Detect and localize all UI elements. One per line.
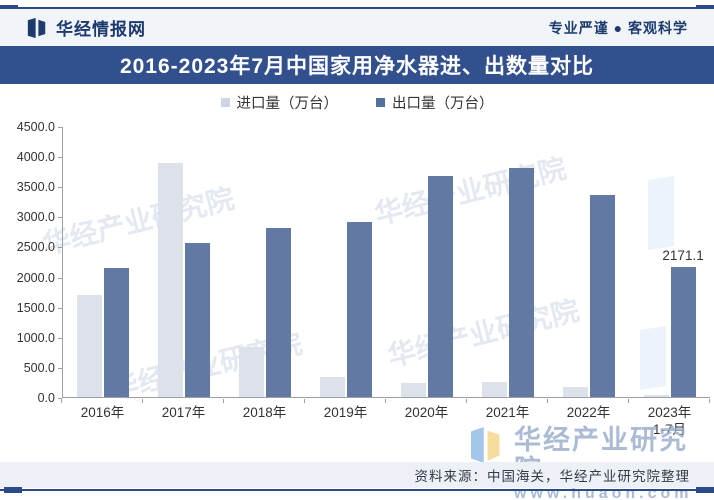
site-slogan: 专业严谨 ● 客观科学 [548, 19, 688, 36]
x-axis-label-2016年: 2016年 [80, 405, 125, 420]
data-source-text: 资料来源：中国海关，华经产业研究院整理 [414, 469, 690, 484]
y-tick-label: 2500.0 [16, 240, 55, 255]
y-tick-label: 4500.0 [16, 120, 55, 134]
x-tick-mark [709, 399, 710, 403]
legend-swatch [220, 98, 230, 107]
y-tick-label: 500.0 [23, 360, 55, 375]
bar-group-2018年 [225, 127, 306, 397]
y-tick-mark [58, 307, 62, 309]
x-tick-mark [385, 399, 386, 403]
header-bar: 华经情报网 专业严谨 ● 客观科学 [0, 9, 714, 46]
x-tick-mark [142, 399, 143, 403]
bar-export-2016年 [104, 268, 130, 397]
bar-export-2020年 [427, 175, 453, 397]
x-tick-mark [547, 399, 548, 403]
bar-import-2021年 [481, 382, 507, 397]
chart-title: 2016-2023年7月中国家用净水器进、出数量对比 [119, 55, 595, 78]
y-tick-label: 1500.0 [16, 300, 55, 315]
y-tick-mark [58, 398, 62, 399]
x-tick-mark [628, 399, 629, 403]
x-axis-labels: 2016年 2017年 2018年 2019年 2020年 2021年 2022年 2023年… [62, 404, 710, 438]
bar-import-2016年 [77, 295, 103, 397]
y-tick-label: 4000.0 [16, 150, 55, 165]
y-tick-mark [58, 127, 62, 128]
y-tick-label: 3500.0 [16, 180, 55, 195]
y-axis-labels: 4500.0 4000.0 3500.0 3000.0 2500.0 2000.0 1500… [0, 120, 55, 405]
y-tick-label: 1000.0 [16, 330, 55, 345]
x-axis-ticks [61, 399, 710, 404]
legend-item-export: 出口量（万台） [376, 92, 494, 113]
x-axis-label-2017年: 2017年 [161, 405, 206, 420]
x-axis-label-2021年: 2021年 [485, 405, 530, 420]
bar-group-2022年 [548, 127, 629, 397]
bar-import-2023年 [643, 394, 669, 397]
bar-import-2018年 [239, 347, 265, 397]
bar-import-2017年 [158, 163, 184, 397]
x-axis-label-2020年: 2020年 [404, 405, 449, 420]
legend-label: 进口量（万台） [236, 96, 339, 112]
plot-area: 2171.1 [62, 127, 710, 398]
title-bar: 2016-2023年7月中国家用净水器进、出数量对比 [0, 46, 714, 84]
legend-label: 出口量（万台） [392, 96, 494, 112]
x-tick-mark [61, 399, 62, 403]
y-tick-mark [58, 247, 62, 249]
y-tick-mark [58, 187, 62, 189]
bar-export-2023年: 2171.1 [662, 248, 704, 397]
bar-export-2021年 [508, 168, 534, 397]
y-tick-mark [58, 277, 62, 279]
bottom-divider-line [0, 489, 714, 491]
site-brand: 华经情报网 [26, 15, 146, 40]
site-logo-icon [26, 17, 48, 39]
chart-legend: 进口量（万台） 出口量（万台） [0, 92, 714, 113]
top-divider-line [0, 7, 714, 9]
footer-source-bar: 资料来源：中国海关，华经产业研究院整理 [0, 462, 714, 488]
x-tick-mark [223, 399, 224, 403]
site-name: 华经情报网 [56, 20, 146, 39]
bar-group-2017年 [144, 127, 225, 397]
x-tick-mark [304, 399, 305, 403]
x-axis-label-2022年: 2022年 [566, 405, 611, 420]
bar-export-2022年 [589, 195, 615, 397]
bar-export-2018年 [266, 228, 292, 397]
bar-group-2021年 [467, 127, 548, 397]
bar-group-2020年 [387, 127, 468, 397]
bar-export-2019年 [347, 221, 373, 397]
bottom-right-cap [696, 487, 714, 493]
y-tick-label: 2000.0 [16, 270, 55, 285]
bar-import-2020年 [400, 382, 426, 397]
bar-group-2019年 [306, 127, 387, 397]
bar-group-2016年 [63, 127, 144, 397]
y-tick-mark [58, 157, 62, 159]
x-axis-label-2019年: 2019年 [323, 405, 368, 420]
bar-import-2019年 [320, 377, 346, 397]
y-tick-label: 0.0 [37, 391, 55, 405]
bar-export-2017年 [185, 243, 211, 397]
legend-swatch [376, 98, 385, 107]
x-tick-mark [466, 399, 467, 403]
y-tick-mark [58, 367, 62, 369]
x-axis-label-2023年: 2023年 1-7月 [647, 405, 692, 437]
bar-import-2022年 [562, 386, 588, 397]
y-tick-label: 3000.0 [16, 210, 55, 225]
bar-value-label: 2171.1 [662, 247, 704, 263]
legend-item-import: 进口量（万台） [220, 92, 339, 113]
y-tick-mark [58, 217, 62, 219]
top-right-cap [696, 5, 714, 11]
y-tick-mark [58, 337, 62, 339]
x-axis-label-2018年: 2018年 [242, 405, 287, 420]
y-axis-ticks [58, 127, 62, 399]
bar-group-2023年: 2171.1 [629, 127, 710, 397]
bottom-left-cap [4, 487, 22, 493]
top-left-cap [0, 5, 18, 11]
